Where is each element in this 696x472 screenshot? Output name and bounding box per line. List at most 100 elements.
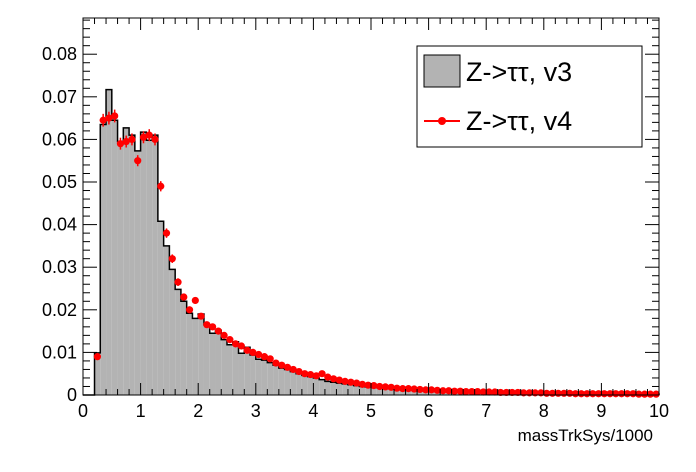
histogram-bin — [330, 382, 337, 395]
data-point — [301, 370, 309, 378]
histogram-bin — [376, 387, 383, 395]
data-point — [462, 387, 470, 396]
data-point — [410, 385, 418, 393]
data-point — [272, 359, 280, 367]
histogram-bin — [313, 377, 320, 395]
data-point — [180, 293, 188, 301]
y-tick-label: 0.08 — [42, 44, 77, 64]
histogram-bin — [250, 354, 256, 395]
legend-label-v3: Z->ττ, v3 — [466, 57, 572, 87]
histogram-bin — [405, 389, 412, 395]
histogram-bin — [365, 386, 371, 395]
data-point — [577, 390, 585, 398]
x-tick-label: 8 — [539, 401, 549, 421]
histogram-bin — [198, 314, 204, 395]
histogram-bin — [111, 120, 118, 395]
histogram-bin — [267, 362, 274, 395]
histogram-bin — [382, 388, 389, 395]
y-tick-label: 0.07 — [42, 87, 77, 107]
data-point — [111, 112, 119, 120]
data-point — [214, 327, 222, 335]
histogram-bin — [278, 368, 285, 395]
histogram-bin — [388, 388, 395, 395]
histogram-bin — [106, 89, 112, 395]
histogram-bin — [192, 318, 199, 395]
data-point — [652, 390, 660, 398]
histogram-bin — [117, 141, 124, 395]
histogram-bin — [94, 352, 101, 395]
data-point — [456, 387, 464, 395]
histogram-bin — [307, 376, 314, 395]
histogram-bin — [221, 339, 227, 395]
data-point — [387, 383, 395, 391]
data-point — [134, 157, 142, 165]
data-point — [209, 323, 217, 331]
data-point — [600, 390, 608, 398]
data-point — [341, 377, 349, 385]
histogram-bin — [180, 301, 187, 395]
data-point — [583, 390, 591, 398]
data-point — [122, 137, 130, 146]
data-point — [249, 348, 257, 357]
histogram-bin — [359, 386, 366, 395]
data-point — [312, 372, 320, 380]
data-point — [174, 278, 182, 286]
data-point — [168, 255, 176, 263]
data-point — [381, 383, 389, 391]
histogram-bin — [238, 353, 245, 395]
data-point — [427, 386, 436, 394]
data-point — [255, 350, 263, 359]
histogram-bin — [209, 333, 216, 395]
data-point — [318, 370, 326, 378]
legend-marker-v4 — [438, 117, 446, 125]
histogram-bin — [261, 360, 268, 395]
data-point — [594, 390, 603, 398]
histogram-bin — [134, 150, 141, 395]
data-point — [116, 140, 125, 148]
histogram-bin — [336, 383, 343, 395]
x-tick-label: 0 — [78, 401, 88, 421]
data-point — [139, 133, 148, 141]
data-point — [99, 116, 107, 124]
data-point — [220, 331, 228, 339]
histogram-bin — [157, 221, 164, 395]
y-tick-label: 0.06 — [42, 129, 77, 149]
data-point — [479, 388, 487, 396]
data-point — [445, 387, 453, 395]
histogram-bin — [347, 384, 354, 395]
data-point — [468, 387, 476, 396]
y-tick-label: 0.01 — [42, 342, 77, 362]
y-tick-label: 0.04 — [42, 215, 77, 235]
data-point — [376, 382, 384, 391]
x-tick-label: 10 — [649, 401, 669, 421]
histogram-bin — [394, 389, 400, 395]
histogram-bin — [169, 269, 176, 395]
data-point — [329, 375, 338, 383]
histogram-bin — [152, 135, 158, 395]
data-point — [335, 376, 343, 384]
data-point — [514, 388, 522, 397]
data-point — [502, 388, 510, 397]
data-point — [473, 387, 482, 396]
data-point — [433, 386, 441, 394]
data-point — [404, 385, 413, 393]
histogram-bin — [284, 369, 291, 395]
data-point — [623, 390, 631, 398]
data-point — [260, 353, 269, 361]
data-point — [232, 340, 240, 348]
data-point — [646, 390, 654, 398]
data-point — [105, 114, 113, 122]
data-point — [289, 365, 297, 374]
histogram-bin — [342, 383, 348, 395]
histogram-bin — [324, 381, 331, 395]
data-point — [571, 390, 580, 398]
x-tick-label: 6 — [424, 401, 434, 421]
histogram-bin — [319, 379, 325, 395]
data-point — [185, 306, 194, 314]
legend: Z->ττ, v3 Z->ττ, v4 — [416, 45, 643, 148]
histogram-bin — [175, 289, 181, 395]
x-tick-label: 9 — [596, 401, 606, 421]
legend-label-v4: Z->ττ, v4 — [466, 106, 572, 136]
data-point — [399, 385, 407, 393]
x-tick-label: 5 — [366, 401, 376, 421]
